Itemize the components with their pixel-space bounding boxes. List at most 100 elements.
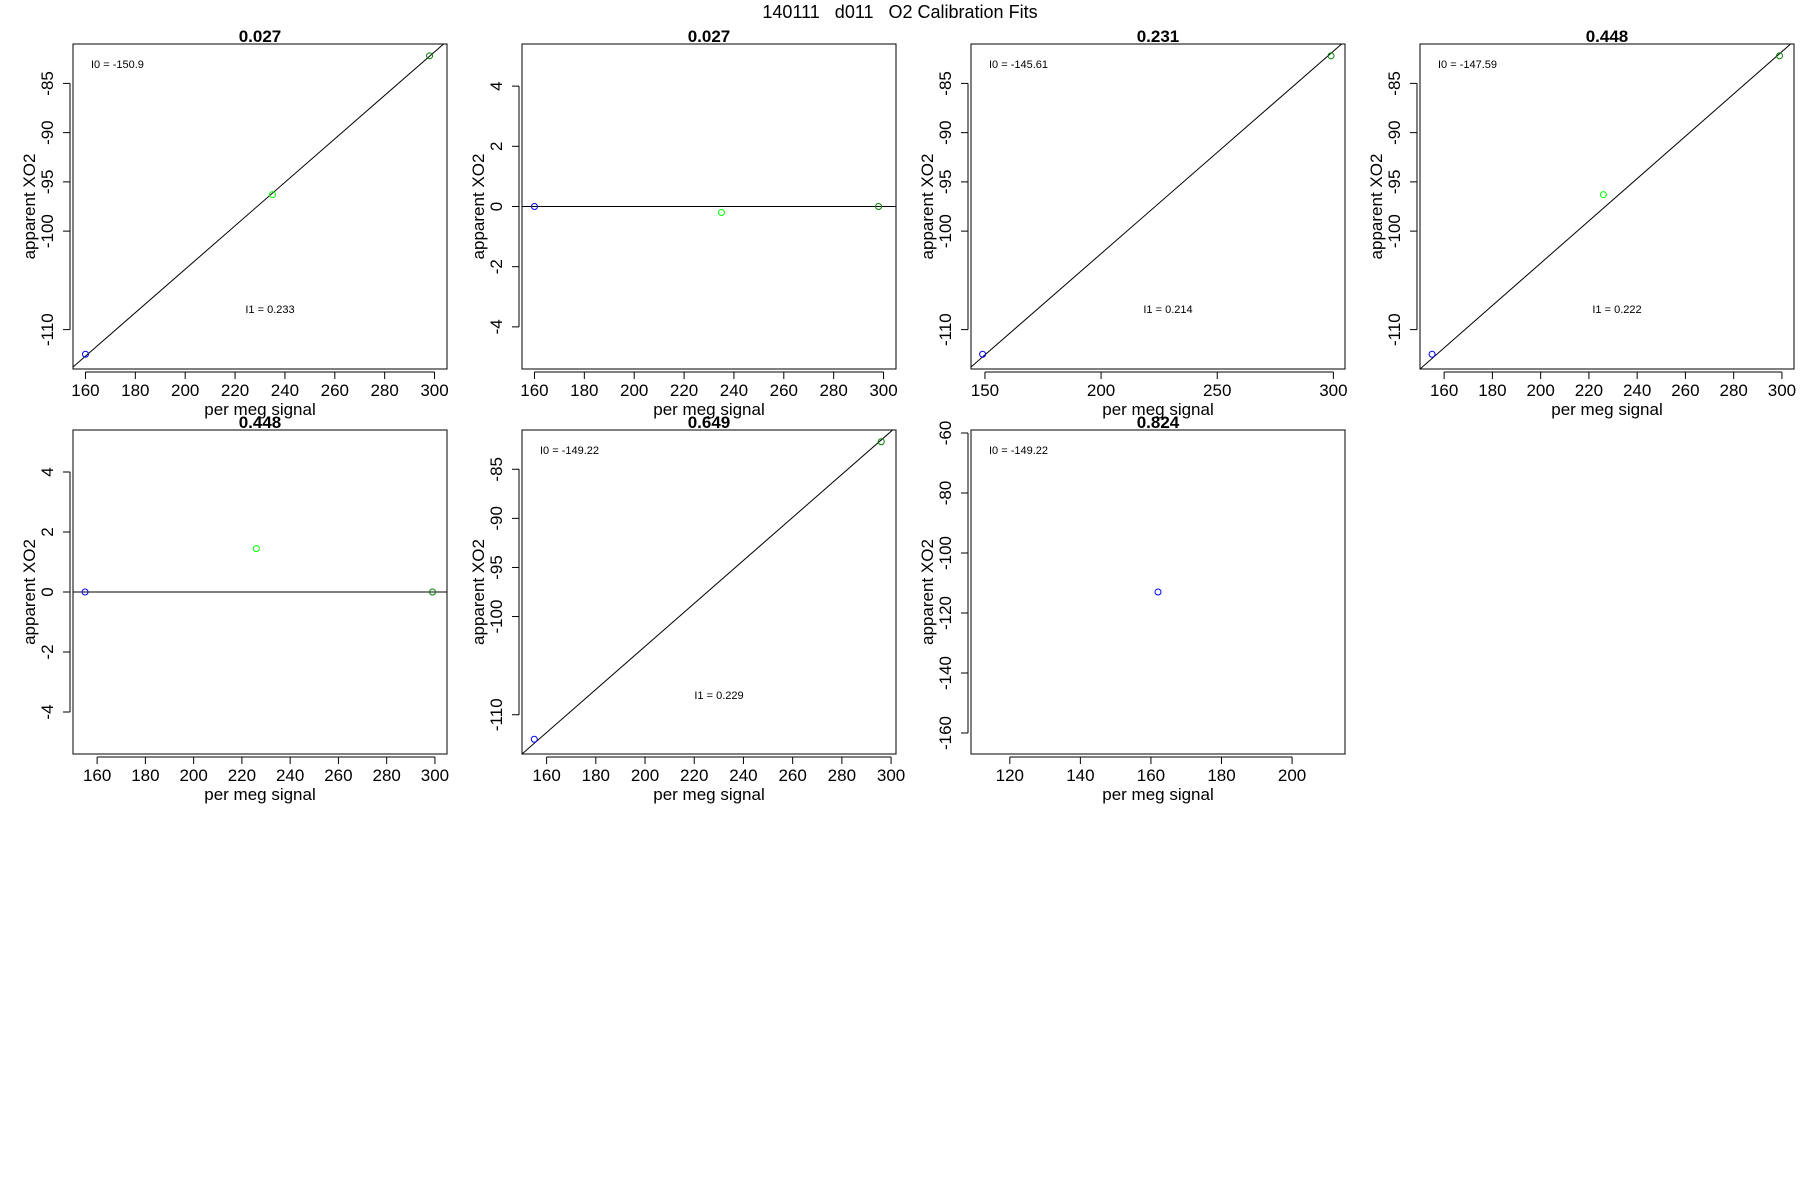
- panel-1: 0.027 160 180 200 220 240 260 280 300 per meg sig…: [20, 27, 449, 419]
- panel-title: 0.649: [688, 413, 731, 432]
- data-point: [1154, 588, 1162, 596]
- x-tick-label: 200: [1526, 381, 1554, 400]
- y-tick-label: -140: [936, 656, 955, 690]
- data-point: [979, 350, 987, 358]
- y-tick-label: -100: [487, 600, 506, 634]
- x-tick-label: 240: [720, 381, 748, 400]
- x-axis-label: per meg signal: [1102, 400, 1214, 419]
- y-tick-label: 4: [38, 467, 57, 476]
- x-tick-label: 260: [321, 381, 349, 400]
- panel-title: 0.231: [1137, 27, 1180, 46]
- x-tick-label: 200: [179, 766, 207, 785]
- y-tick-label: -100: [936, 214, 955, 248]
- y-tick-label: -85: [936, 71, 955, 96]
- x-tick-label: 200: [620, 381, 648, 400]
- y-tick-label: -90: [487, 506, 506, 531]
- x-tick-label: 180: [131, 766, 159, 785]
- x-tick-label: 300: [877, 766, 905, 785]
- y-tick-label: -100: [1385, 214, 1404, 248]
- x-tick-label: 220: [221, 381, 249, 400]
- y-tick-label: -4: [487, 319, 506, 334]
- y-tick-label: -60: [936, 421, 955, 446]
- x-axis-label: per meg signal: [1102, 785, 1214, 804]
- x-tick-label: 160: [83, 766, 111, 785]
- x-axis-label: per meg signal: [1551, 400, 1663, 419]
- y-tick-label: -85: [38, 71, 57, 96]
- x-tick-label: 160: [1430, 381, 1458, 400]
- x-tick-label: 300: [1768, 381, 1796, 400]
- x-tick-label: 180: [582, 766, 610, 785]
- y-tick-label: -95: [1385, 170, 1404, 195]
- y-tick-label: -95: [936, 170, 955, 195]
- y-axis-label: apparent XO2: [469, 539, 488, 645]
- y-axis-label: apparent XO2: [918, 539, 937, 645]
- annotation-intercept: I0 = -147.59: [1438, 59, 1497, 71]
- y-axis-label: apparent XO2: [20, 154, 39, 260]
- x-tick-label: 200: [1278, 766, 1306, 785]
- x-tick-label: 240: [276, 766, 304, 785]
- x-tick-label: 160: [520, 381, 548, 400]
- x-axis-label: per meg signal: [204, 785, 316, 804]
- x-tick-label: 280: [372, 766, 400, 785]
- x-tick-label: 220: [670, 381, 698, 400]
- x-tick-label: 280: [1719, 381, 1747, 400]
- y-tick-label: -100: [936, 536, 955, 570]
- data-point: [81, 588, 89, 596]
- x-tick-label: 220: [680, 766, 708, 785]
- y-tick-label: 0: [487, 202, 506, 211]
- plot-frame: [1419, 43, 1795, 370]
- y-tick-label: -120: [936, 596, 955, 630]
- fit-line: [522, 430, 894, 754]
- x-tick-label: 260: [1671, 381, 1699, 400]
- y-tick-label: -4: [38, 704, 57, 719]
- y-tick-label: -95: [487, 555, 506, 580]
- x-tick-label: 260: [778, 766, 806, 785]
- panel-title: 0.448: [239, 413, 282, 432]
- y-tick-label: -160: [936, 716, 955, 750]
- y-tick-label: 2: [38, 527, 57, 536]
- x-tick-label: 220: [228, 766, 256, 785]
- y-tick-label: -110: [487, 698, 506, 731]
- x-axis-label: per meg signal: [653, 400, 765, 419]
- data-point: [877, 438, 885, 446]
- y-tick-label: -85: [487, 457, 506, 482]
- y-tick-label: -90: [1385, 120, 1404, 145]
- data-point: [268, 191, 276, 199]
- x-tick-label: 300: [1319, 381, 1347, 400]
- panel-4: 0.448 160 180 200 220 240 260 280 300 per meg sig…: [1367, 27, 1796, 419]
- y-tick-label: -2: [487, 259, 506, 274]
- data-point: [1599, 191, 1607, 199]
- x-tick-label: 180: [570, 381, 598, 400]
- y-tick-label: -90: [38, 120, 57, 145]
- data-point: [717, 209, 725, 217]
- x-tick-label: 240: [1623, 381, 1651, 400]
- y-tick-label: -110: [1385, 313, 1404, 346]
- data-point: [1428, 350, 1436, 358]
- panel-title: 0.448: [1586, 27, 1629, 46]
- x-tick-label: 300: [421, 766, 449, 785]
- x-tick-label: 250: [1203, 381, 1231, 400]
- figure-title: 140111 d011 O2 Calibration Fits: [762, 2, 1038, 22]
- x-tick-label: 300: [869, 381, 897, 400]
- data-point: [875, 203, 883, 210]
- annotation-intercept: I0 = -149.22: [540, 445, 599, 457]
- y-tick-label: -110: [936, 313, 955, 346]
- x-tick-label: 180: [1478, 381, 1506, 400]
- annotation-slope: I1 = 0.229: [694, 690, 743, 702]
- x-tick-label: 260: [770, 381, 798, 400]
- x-tick-label: 160: [71, 381, 99, 400]
- annotation-intercept: I0 = -145.61: [989, 59, 1048, 71]
- y-axis-label: apparent XO2: [469, 154, 488, 260]
- y-tick-label: 4: [487, 81, 506, 90]
- x-tick-label: 200: [1087, 381, 1115, 400]
- x-tick-label: 220: [1575, 381, 1603, 400]
- x-tick-label: 300: [420, 381, 448, 400]
- y-tick-label: -90: [936, 120, 955, 145]
- panel-title: 0.824: [1137, 413, 1180, 432]
- panel-title: 0.027: [688, 27, 731, 46]
- y-tick-label: -110: [38, 313, 57, 346]
- y-tick-label: -2: [38, 644, 57, 659]
